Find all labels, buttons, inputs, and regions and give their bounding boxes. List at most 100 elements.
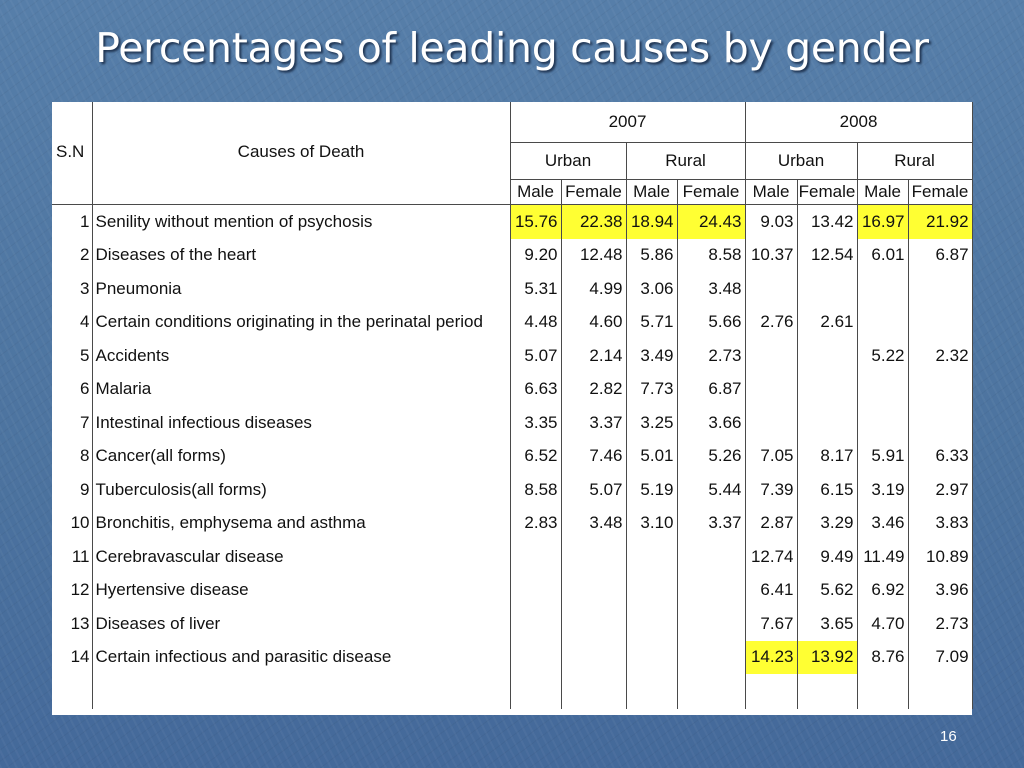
header-year-2007: 2007 [510, 102, 746, 143]
row-sn: 2 [52, 238, 93, 272]
row-value: 2.14 [561, 339, 627, 373]
table-row: 7 Intestinal infectious diseases 3.35 3.37 3… [52, 406, 973, 440]
row-value: 2.97 [908, 473, 973, 507]
row-sn: 1 [52, 204, 93, 239]
row-value [561, 607, 627, 641]
header-gender: Female [677, 179, 746, 205]
row-value [561, 640, 627, 674]
row-cause: Cancer(all forms) [92, 439, 511, 473]
row-cause: Diseases of liver [92, 607, 511, 641]
row-value: 5.01 [626, 439, 678, 473]
row-value: 14.23 [745, 640, 798, 674]
row-cause: Certain infectious and parasitic disease [92, 640, 511, 674]
table-row: 9 Tuberculosis(all forms) 8.58 5.07 5.19 5.44… [52, 473, 973, 507]
row-cause: Bronchitis, emphysema and asthma [92, 506, 511, 540]
row-value: 5.71 [626, 305, 678, 339]
row-value: 12.54 [797, 238, 858, 272]
causes-table: S.N Causes of Death 2007 2008 Urban Rura… [52, 102, 973, 709]
row-value: 7.73 [626, 372, 678, 406]
row-value: 3.46 [857, 506, 909, 540]
row-value: 5.22 [857, 339, 909, 373]
row-value: 6.52 [510, 439, 562, 473]
table-row: 3 Pneumonia 5.31 4.99 3.06 3.48 [52, 272, 973, 306]
table-body: 1 Senility without mention of psychosis 15… [52, 204, 973, 709]
row-value: 6.41 [745, 573, 798, 607]
row-value [677, 607, 746, 641]
header-cause: Causes of Death [92, 102, 511, 205]
row-value: 2.87 [745, 506, 798, 540]
row-value: 3.06 [626, 272, 678, 306]
row-value: 8.58 [510, 473, 562, 507]
row-value: 3.66 [677, 406, 746, 440]
empty-cell [52, 674, 93, 709]
row-value [797, 272, 858, 306]
row-value [626, 573, 678, 607]
row-value: 24.43 [677, 204, 746, 239]
table-row: 14 Certain infectious and parasitic disea… [52, 640, 973, 674]
row-value: 3.83 [908, 506, 973, 540]
row-value [626, 640, 678, 674]
row-value: 7.46 [561, 439, 627, 473]
row-value: 2.73 [908, 607, 973, 641]
header-area-urban-2008: Urban [745, 142, 858, 180]
row-value: 3.96 [908, 573, 973, 607]
row-value: 6.15 [797, 473, 858, 507]
row-value: 5.44 [677, 473, 746, 507]
row-value: 5.62 [797, 573, 858, 607]
row-value [510, 573, 562, 607]
row-value: 9.20 [510, 238, 562, 272]
table-container: S.N Causes of Death 2007 2008 Urban Rura… [52, 102, 973, 715]
header-row-genders: Male Female Male Female Male Female Male… [52, 179, 973, 205]
row-value: 13.42 [797, 204, 858, 239]
empty-cell [797, 674, 858, 709]
header-gender: Female [797, 179, 858, 205]
row-value [561, 540, 627, 574]
row-value [510, 640, 562, 674]
row-value [510, 540, 562, 574]
row-value: 3.37 [677, 506, 746, 540]
header-year-2008: 2008 [745, 102, 973, 143]
row-sn: 10 [52, 506, 93, 540]
empty-cell [92, 674, 511, 709]
row-value: 3.10 [626, 506, 678, 540]
row-value: 8.58 [677, 238, 746, 272]
header-gender: Female [561, 179, 627, 205]
table-row: 11 Cerebravascular disease 12.74 9.49 11.49 1… [52, 540, 973, 574]
header-row-areas: Urban Rural Urban Rural [52, 142, 973, 180]
row-value: 7.67 [745, 607, 798, 641]
row-value: 6.87 [908, 238, 973, 272]
header-gender: Male [857, 179, 909, 205]
row-value: 3.48 [561, 506, 627, 540]
row-value [561, 573, 627, 607]
row-value [626, 540, 678, 574]
row-value [510, 607, 562, 641]
header-gender: Female [908, 179, 973, 205]
row-value: 2.82 [561, 372, 627, 406]
row-value: 2.32 [908, 339, 973, 373]
row-value: 4.99 [561, 272, 627, 306]
row-sn: 14 [52, 640, 93, 674]
row-value: 2.73 [677, 339, 746, 373]
table-row: 12 Hyertensive disease 6.41 5.62 6.92 3.96 [52, 573, 973, 607]
table-row: 5 Accidents 5.07 2.14 3.49 2.73 5.22 2.32 [52, 339, 973, 373]
row-value [626, 607, 678, 641]
row-value [745, 372, 798, 406]
row-cause: Hyertensive disease [92, 573, 511, 607]
row-value [797, 339, 858, 373]
row-value: 12.74 [745, 540, 798, 574]
row-value: 11.49 [857, 540, 909, 574]
row-value: 13.92 [797, 640, 858, 674]
row-value: 3.35 [510, 406, 562, 440]
row-cause: Pneumonia [92, 272, 511, 306]
row-value: 15.76 [510, 204, 562, 239]
row-value: 5.19 [626, 473, 678, 507]
row-value: 2.83 [510, 506, 562, 540]
row-cause: Cerebravascular disease [92, 540, 511, 574]
header-area-rural-2007: Rural [626, 142, 746, 180]
row-value: 5.07 [561, 473, 627, 507]
row-value: 3.48 [677, 272, 746, 306]
row-value: 3.49 [626, 339, 678, 373]
row-value [857, 272, 909, 306]
row-sn: 4 [52, 305, 93, 339]
row-cause: Certain conditions originating in the pe… [92, 305, 511, 339]
